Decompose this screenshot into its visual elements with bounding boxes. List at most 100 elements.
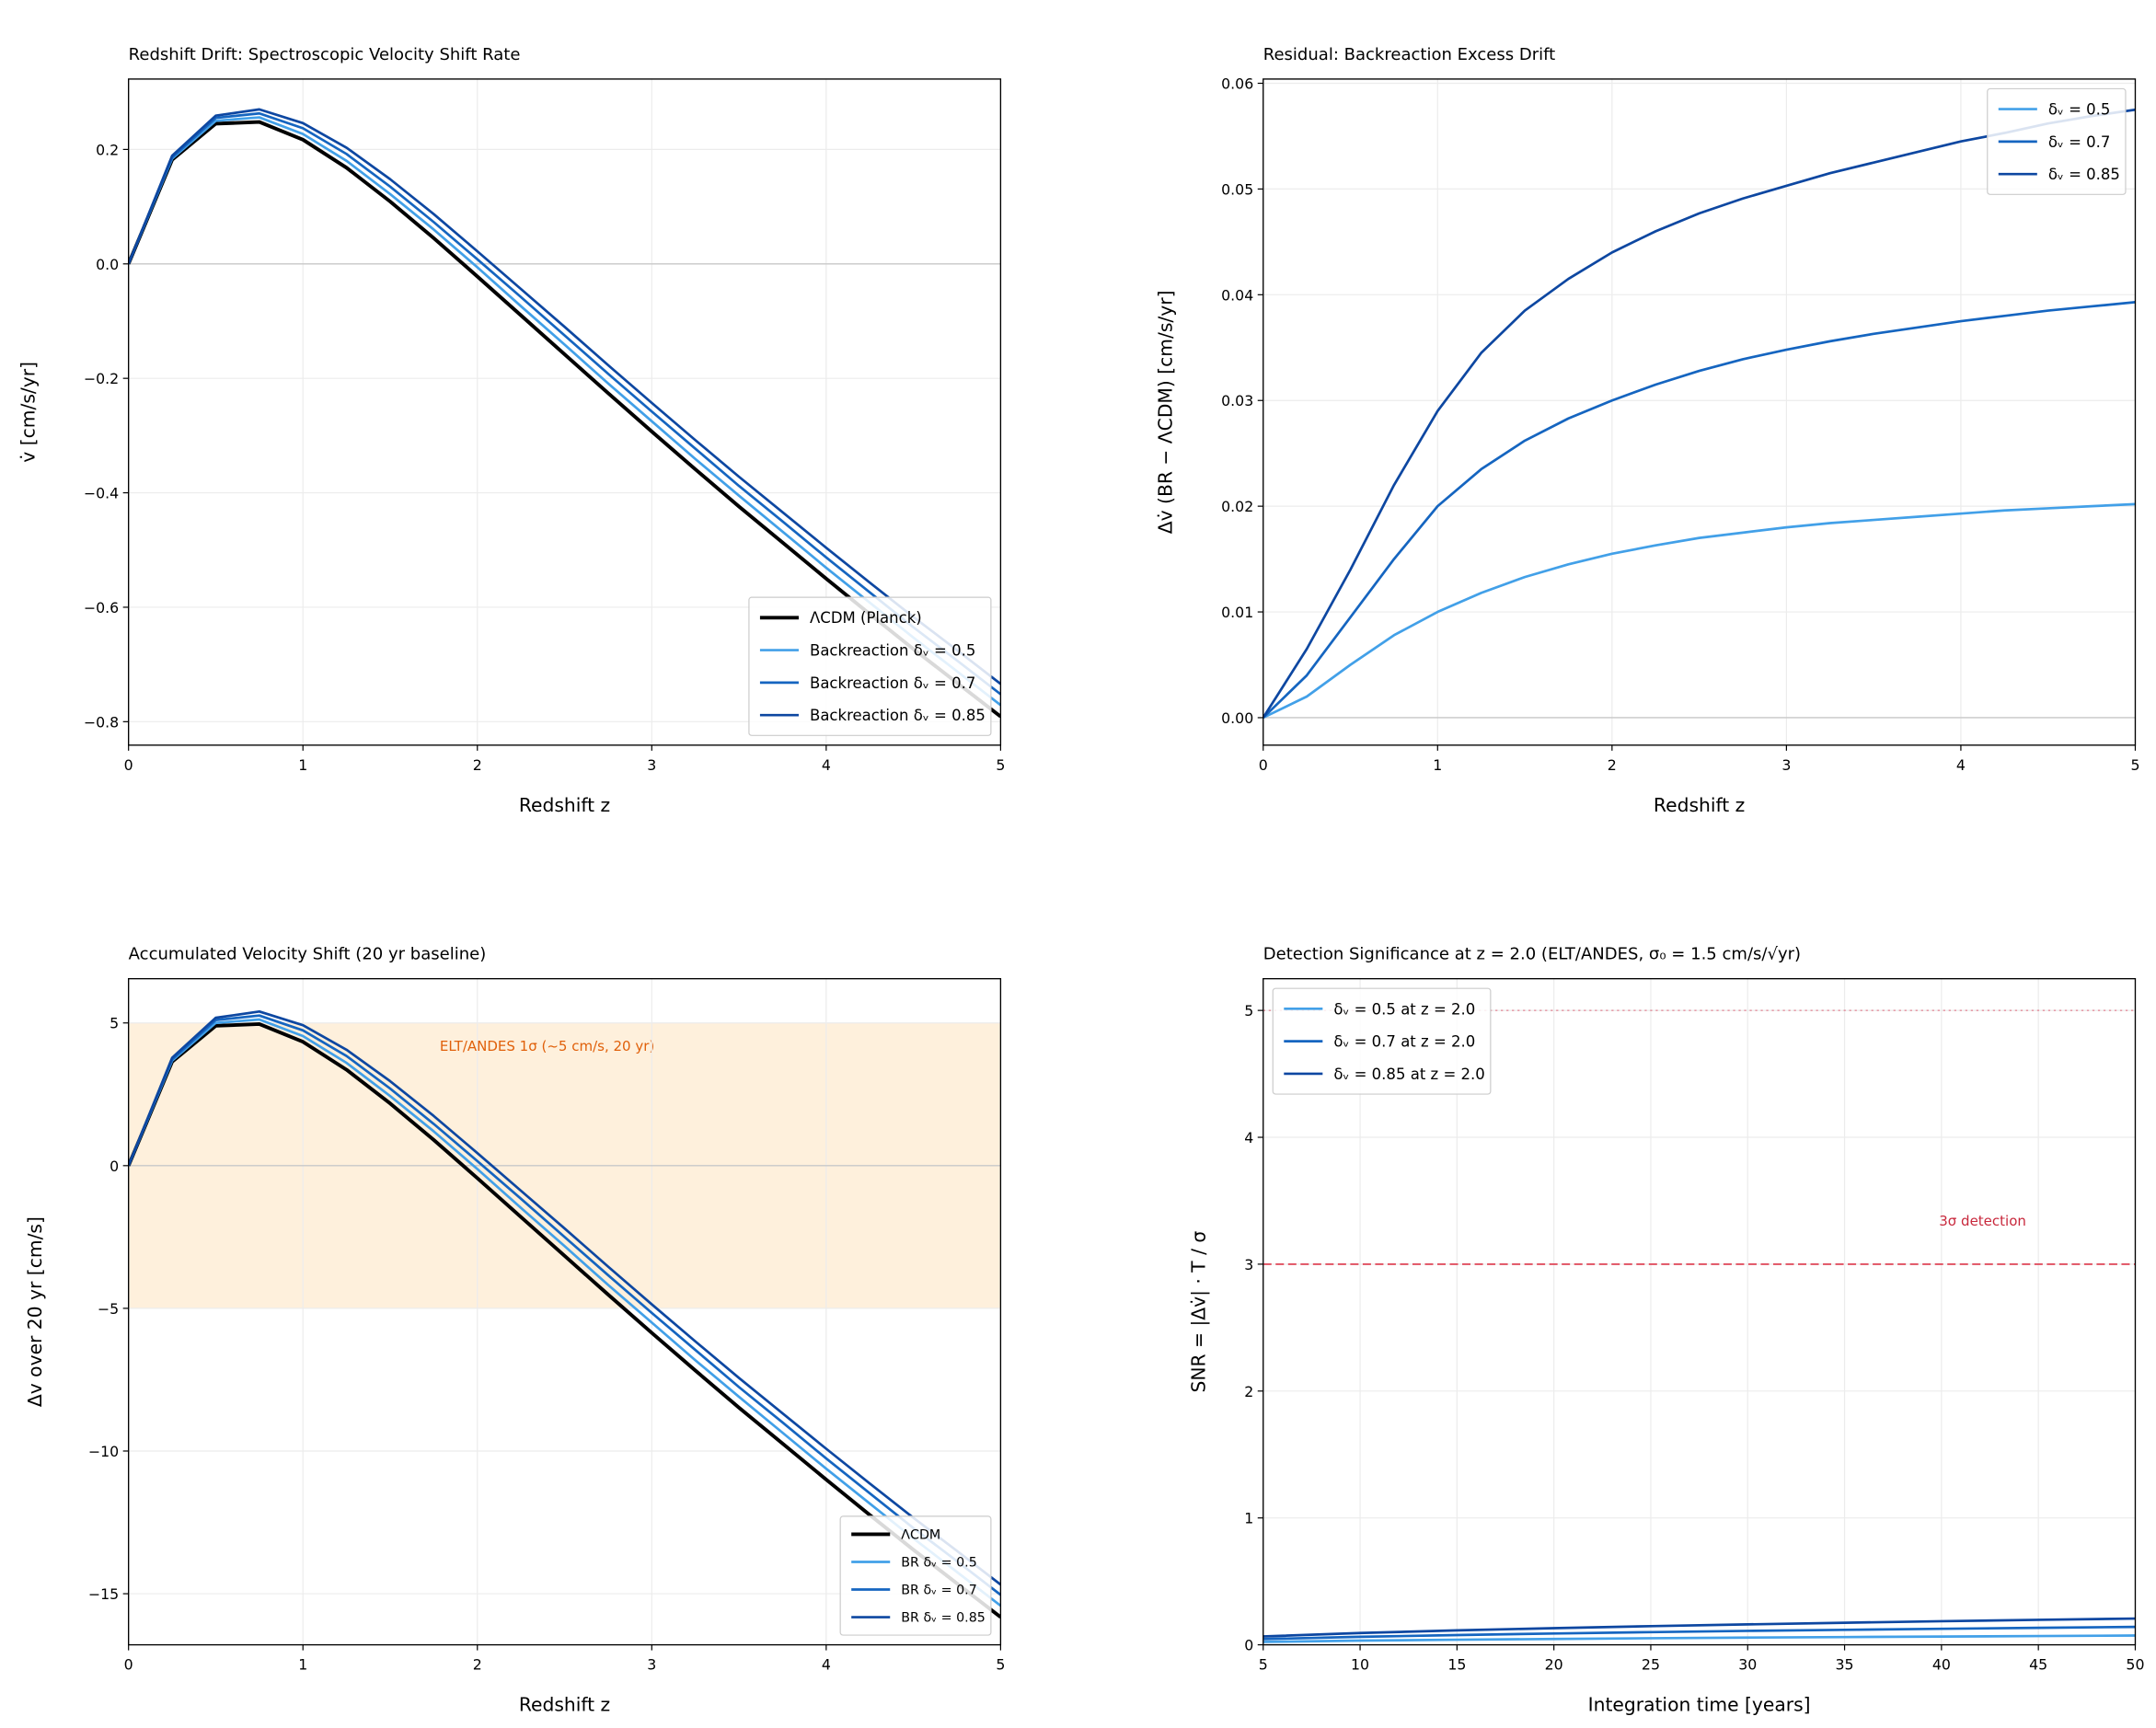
plot-frame [128,78,1002,746]
x-tick-label: 3 [647,756,656,774]
x-tick-label: 4 [822,1656,831,1674]
series-line [1262,108,2136,719]
y-axis-label: v̇ [cm/s/yr] [17,362,40,463]
series-line [1262,502,2136,720]
x-tick-label: 0 [124,756,133,774]
y-tick-label: −0.4 [84,485,119,502]
y-axis-label: Δv over 20 yr [cm/s] [24,1216,46,1407]
x-tick-label: 15 [1447,1656,1466,1674]
legend-label: Backreaction δᵥ = 0.5 [810,642,975,660]
panel-title: Accumulated Velocity Shift (20 yr baseli… [129,945,487,964]
y-axis-label: SNR = |Δv̇| · T / σ [1188,1231,1210,1393]
x-tick-label: 3 [1781,756,1791,774]
legend-label: δᵥ = 0.7 [2048,133,2111,151]
series-line [1262,301,2136,719]
y-tick-label: 0.0 [96,256,119,273]
x-tick-label: 1 [298,756,307,774]
legend-label: ΛCDM (Planck) [810,609,922,627]
x-tick-label: 5 [996,756,1005,774]
legend: δᵥ = 0.5 at z = 2.0 δᵥ = 0.7 at z = 2.0 δᵥ… [1272,987,1492,1095]
y-tick-label: 1 [1244,1510,1253,1527]
legend-label: ΛCDM [901,1528,940,1543]
series-line [128,1009,1001,1586]
y-tick-label: 5 [1244,1002,1253,1020]
x-axis-label: Redshift z [519,1694,610,1716]
legend-box [839,1515,992,1636]
x-tick-label: 50 [2126,1656,2144,1674]
y-tick-label: 4 [1244,1129,1253,1146]
reference-label: 3σ detection [1939,1213,2026,1229]
legend-label: δᵥ = 0.85 [2048,166,2120,183]
legend-label: Backreaction δᵥ = 0.85 [810,707,986,724]
legend-label: δᵥ = 0.85 at z = 2.0 [1333,1066,1484,1083]
plot-frame [128,977,1002,1646]
x-tick-label: 40 [1932,1656,1951,1674]
legend-label: BR δᵥ = 0.5 [901,1556,977,1571]
series-line [128,1018,1001,1607]
x-tick-label: 35 [1836,1656,1854,1674]
x-tick-label: 4 [822,756,831,774]
band-label: ELT/ANDES 1σ (~5 cm/s, 20 yr) [440,1038,654,1054]
y-tick-label: 0.00 [1221,709,1253,727]
y-axis-label: Δv̇ (BR − ΛCDM) [cm/s/yr] [1155,290,1177,534]
legend-box [1987,87,2127,195]
panel-title: Residual: Backreaction Excess Drift [1263,45,1555,64]
x-tick-label: 5 [996,1656,1005,1674]
y-tick-label: 0.05 [1221,180,1253,198]
x-tick-label: 0 [1259,756,1268,774]
y-tick-label: 5 [110,1015,119,1032]
legend: ΛCDM (Planck) Backreaction δᵥ = 0.5 Backre… [748,596,992,736]
x-axis-label: Redshift z [519,794,610,816]
x-tick-label: 2 [473,756,482,774]
y-tick-label: −15 [88,1585,119,1603]
x-tick-label: 45 [2029,1656,2047,1674]
y-tick-label: 0.06 [1221,75,1253,93]
legend: ΛCDM BR δᵥ = 0.5 BR δᵥ = 0.7 BR δᵥ = 0.85 [839,1515,992,1636]
panel-title: Detection Significance at z = 2.0 (ELT/A… [1263,945,1801,964]
x-tick-label: 5 [1259,1656,1268,1674]
y-tick-label: 0.01 [1221,604,1253,621]
y-tick-label: −0.2 [84,370,119,387]
panel: 0 1 2 3 4 5 −0.8 −0.6 −0.4 −0.2 0.0 0.2 Redshift Dri… [17,45,1006,816]
panel: ELT/ANDES 1σ (~5 cm/s, 20 yr) 0 1 2 3 4 5 −15 −1… [24,945,1005,1716]
legend-label: Backreaction δᵥ = 0.7 [810,674,975,692]
legend-label: δᵥ = 0.7 at z = 2.0 [1333,1033,1475,1051]
legend-label: BR δᵥ = 0.7 [901,1584,977,1598]
x-tick-label: 10 [1351,1656,1369,1674]
series-line [1262,1617,2136,1638]
x-tick-label: 0 [124,1656,133,1674]
series-line [1262,1634,2136,1643]
legend: δᵥ = 0.5 δᵥ = 0.7 δᵥ = 0.85 [1987,87,2127,195]
y-tick-label: −0.6 [84,599,119,616]
x-tick-label: 20 [1545,1656,1563,1674]
x-tick-label: 5 [2130,756,2139,774]
panel-title: Redshift Drift: Spectroscopic Velocity S… [129,45,521,64]
x-tick-label: 1 [298,1656,307,1674]
x-tick-label: 3 [647,1656,656,1674]
y-tick-label: 2 [1244,1383,1253,1400]
y-tick-label: −10 [88,1443,119,1460]
series-line [128,1022,1001,1619]
legend-label: δᵥ = 0.5 [2048,101,2111,119]
series-line [128,108,1001,685]
x-tick-label: 1 [1433,756,1442,774]
x-tick-label: 25 [1642,1656,1660,1674]
x-tick-label: 2 [473,1656,482,1674]
legend-label: δᵥ = 0.5 at z = 2.0 [1333,1000,1475,1018]
series-line [128,111,1001,696]
x-tick-label: 30 [1738,1656,1757,1674]
panel: 0 1 2 3 4 5 0.00 0.01 0.02 0.03 0.04 0.05 0.06 Residu… [1155,45,2140,816]
y-tick-label: 0 [1244,1637,1253,1654]
x-axis-label: Redshift z [1654,794,1745,816]
legend-box [1272,987,1492,1095]
legend-box [748,596,992,736]
y-tick-label: 0.02 [1221,498,1253,515]
x-tick-label: 2 [1608,756,1617,774]
y-tick-label: 0.04 [1221,286,1253,304]
series-line [1262,1625,2136,1641]
y-tick-label: 0.2 [96,141,119,158]
plot-frame [1262,977,2137,1646]
y-tick-label: 0.03 [1221,392,1253,409]
